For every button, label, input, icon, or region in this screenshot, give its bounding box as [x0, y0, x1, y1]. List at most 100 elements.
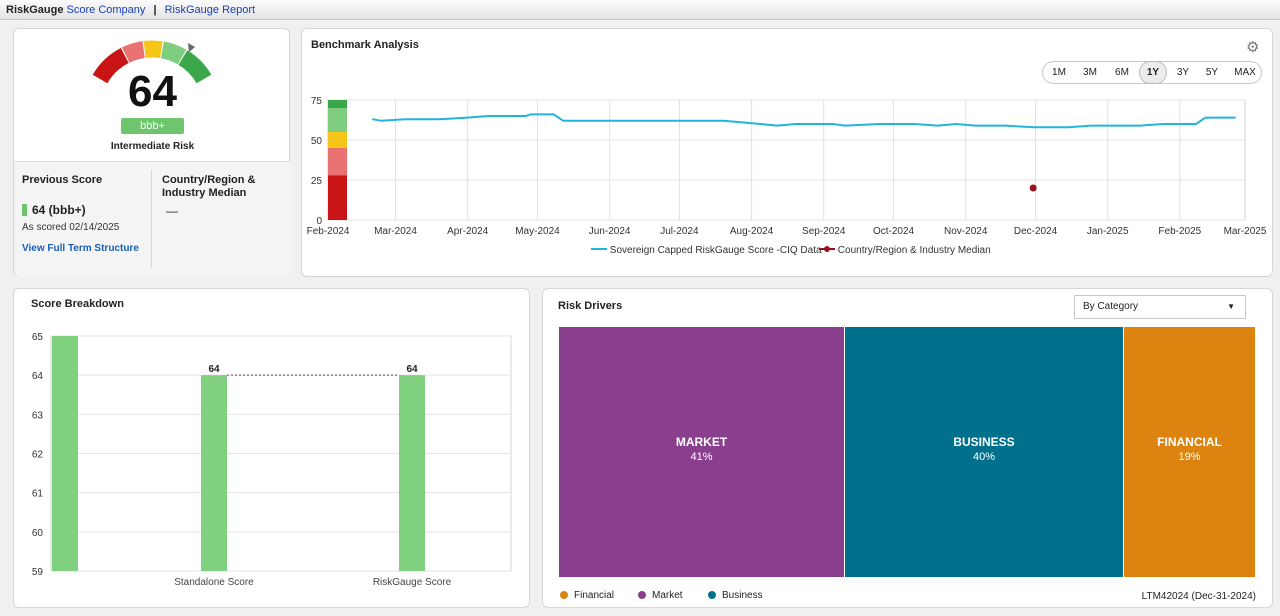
bar — [52, 336, 78, 571]
y-tick-label: 60 — [32, 528, 44, 539]
previous-score-title: Previous Score — [22, 174, 103, 186]
y-tick-label: 61 — [32, 489, 44, 500]
previous-score-box: Previous Score 64 (bbb+) As scored 02/14… — [14, 161, 291, 277]
legend-series1[interactable]: Sovereign Capped RiskGauge Score -CIQ Da… — [591, 245, 822, 256]
y-tick-label: 50 — [311, 136, 323, 147]
median-title: Country/Region & Industry Median — [162, 174, 256, 199]
drivers-legend-financial[interactable]: Financial — [560, 590, 614, 601]
period-3y[interactable]: 3Y — [1176, 67, 1190, 78]
period-1m[interactable]: 1M — [1052, 67, 1066, 78]
gauge-seg-lightgreen — [160, 41, 187, 65]
treemap-tile-percent: 41% — [690, 451, 713, 463]
x-tick-label: Nov-2024 — [944, 226, 988, 237]
score-gauge — [92, 40, 212, 84]
y-tick-label: 25 — [311, 176, 323, 187]
x-tick-label: Jul-2024 — [660, 226, 699, 237]
gauge-seg-pink — [121, 41, 146, 63]
treemap-tile-label: MARKET — [675, 435, 728, 449]
topbar-separator: | — [153, 4, 157, 16]
x-category-label: RiskGauge Score — [373, 577, 452, 588]
divider — [151, 170, 152, 268]
drivers-title: Risk Drivers — [558, 300, 623, 312]
benchmark-title: Benchmark Analysis — [311, 39, 419, 51]
median-point — [1029, 184, 1037, 192]
y-tick-label: 62 — [32, 450, 44, 461]
benchmark-chart: Feb-2024 Mar-2024 Apr-2024 May-2024 Jun-2024… — [307, 96, 1267, 237]
gauge-pointer-icon — [188, 43, 195, 52]
period-selector: 1M 3M 6M 1Y 3Y 5Y MAX — [1042, 61, 1262, 84]
x-tick-label: Feb-2025 — [1158, 226, 1201, 237]
top-bar: RiskGauge Score Company | RiskGauge Repo… — [0, 0, 1280, 20]
treemap-tile-business[interactable]: BUSINESS 40% — [845, 327, 1123, 577]
caret-down-icon: ▼ — [1227, 302, 1235, 311]
y-tick-label: 65 — [32, 332, 44, 343]
median-value: — — [166, 204, 178, 218]
risk-band — [328, 132, 347, 148]
brand-title: RiskGauge — [6, 4, 64, 16]
drivers-period-label: LTM42024 (Dec-31-2024) — [1141, 591, 1256, 602]
y-tick-label: 75 — [311, 96, 323, 107]
legend-market-label: Market — [652, 590, 683, 601]
business-dot-icon — [708, 591, 716, 599]
legend-series2[interactable]: Country/Region & Industry Median — [819, 245, 991, 256]
period-max[interactable]: MAX — [1234, 67, 1256, 78]
previous-score-date: As scored 02/14/2025 — [22, 222, 120, 233]
series-line — [372, 113, 1236, 129]
x-tick-label: Sep-2024 — [802, 226, 846, 237]
y-tick-label: 0 — [316, 216, 322, 227]
treemap-tile-financial[interactable]: FINANCIAL 19% — [1124, 327, 1255, 577]
period-3m[interactable]: 3M — [1083, 67, 1097, 78]
y-tick-label: 64 — [32, 371, 44, 382]
x-tick-label: Jan-2025 — [1087, 226, 1129, 237]
view-full-term-structure-link[interactable]: View Full Term Structure — [22, 243, 139, 254]
treemap-tile-label: BUSINESS — [953, 435, 1015, 449]
score-breakdown-panel — [13, 288, 530, 608]
risk-label: Intermediate Risk — [110, 141, 195, 152]
period-5y[interactable]: 5Y — [1205, 67, 1219, 78]
bar — [399, 375, 425, 571]
score-value: 64 — [128, 67, 177, 116]
category-dropdown[interactable]: By Category ▼ — [1074, 295, 1246, 319]
treemap-tile-market[interactable]: MARKET 41% — [559, 327, 844, 577]
x-tick-label: Dec-2024 — [1014, 226, 1058, 237]
x-tick-label: May-2024 — [515, 226, 560, 237]
gear-icon[interactable]: ⚙ — [1246, 39, 1260, 56]
risk-band — [328, 100, 347, 108]
risk-band — [328, 175, 347, 220]
x-tick-label: Feb-2024 — [307, 226, 350, 237]
previous-score-value: 64 (bbb+) — [32, 203, 86, 217]
score-company-link[interactable]: Score Company — [66, 4, 146, 16]
drivers-legend-market[interactable]: Market — [638, 590, 683, 601]
drivers-legend-business[interactable]: Business — [708, 590, 763, 601]
score-grade-badge: bbb+ — [121, 118, 184, 134]
breakdown-title: Score Breakdown — [31, 298, 124, 310]
gauge-seg-green — [178, 50, 212, 84]
bar-data-label: 64 — [208, 364, 220, 375]
y-tick-label: 59 — [32, 567, 44, 578]
period-1y[interactable]: 1Y — [1139, 61, 1167, 84]
legend-business-label: Business — [722, 590, 763, 601]
legend-series1-label: Sovereign Capped RiskGauge Score -CIQ Da… — [609, 245, 822, 256]
riskgauge-report-link[interactable]: RiskGauge Report — [164, 4, 256, 16]
market-dot-icon — [638, 591, 646, 599]
gauge-seg-yellow — [143, 40, 163, 59]
x-tick-label: Oct-2024 — [873, 226, 915, 237]
risk-band — [328, 148, 347, 176]
x-category-label: Standalone Score — [174, 577, 254, 588]
bar — [201, 375, 227, 571]
x-tick-label: Jun-2024 — [589, 226, 631, 237]
financial-dot-icon — [560, 591, 568, 599]
x-tick-label: Aug-2024 — [730, 226, 774, 237]
y-tick-label: 63 — [32, 410, 44, 421]
period-6m[interactable]: 6M — [1115, 67, 1129, 78]
x-tick-label: Apr-2024 — [447, 226, 489, 237]
score-panel: 64 bbb+ Intermediate Risk Previous Score… — [13, 28, 291, 277]
legend-line-icon — [591, 248, 607, 250]
score-breakdown-chart: 59 60 61 62 63 64 65 64 Standalone Score 64 RiskGa… — [32, 332, 512, 588]
previous-score-marker — [22, 204, 27, 216]
category-dropdown-value: By Category — [1083, 301, 1139, 312]
risk-band — [328, 108, 347, 132]
treemap-tile-percent: 19% — [1178, 451, 1201, 463]
risk-drivers-treemap: MARKET 41% BUSINESS 40% FINANCIAL 19% — [559, 327, 1256, 577]
treemap-tile-label: FINANCIAL — [1157, 435, 1222, 449]
